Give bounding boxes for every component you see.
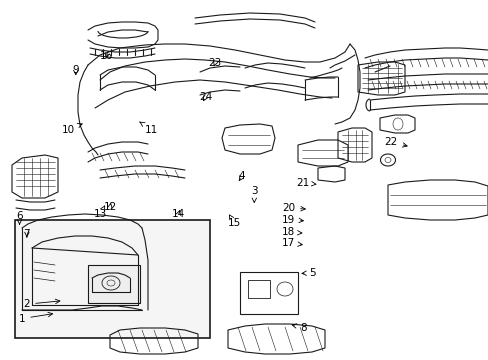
Text: 10: 10: [62, 123, 82, 135]
Text: 16: 16: [100, 51, 113, 61]
Text: 23: 23: [208, 58, 222, 68]
Text: 2: 2: [23, 299, 60, 309]
Text: 11: 11: [140, 122, 158, 135]
Text: 24: 24: [198, 92, 212, 102]
Text: 13: 13: [93, 206, 107, 219]
Text: 14: 14: [171, 209, 185, 219]
Text: 18: 18: [281, 227, 301, 237]
Bar: [15, 220, 209, 338]
Text: 1: 1: [19, 312, 53, 324]
Text: 12: 12: [103, 202, 117, 212]
Text: 5: 5: [302, 268, 316, 278]
Bar: [247, 280, 269, 298]
Text: 19: 19: [281, 215, 303, 225]
Text: 17: 17: [281, 238, 302, 248]
Text: 20: 20: [282, 203, 305, 213]
Text: 22: 22: [384, 137, 407, 147]
Text: 4: 4: [238, 171, 245, 181]
Text: 9: 9: [72, 65, 79, 75]
Text: 3: 3: [250, 186, 257, 202]
Text: 7: 7: [23, 229, 30, 239]
Text: 6: 6: [16, 211, 23, 224]
Bar: [88, 265, 140, 303]
Text: 21: 21: [296, 178, 315, 188]
Bar: [240, 272, 297, 314]
Text: 15: 15: [227, 215, 241, 228]
Text: 8: 8: [291, 323, 306, 333]
